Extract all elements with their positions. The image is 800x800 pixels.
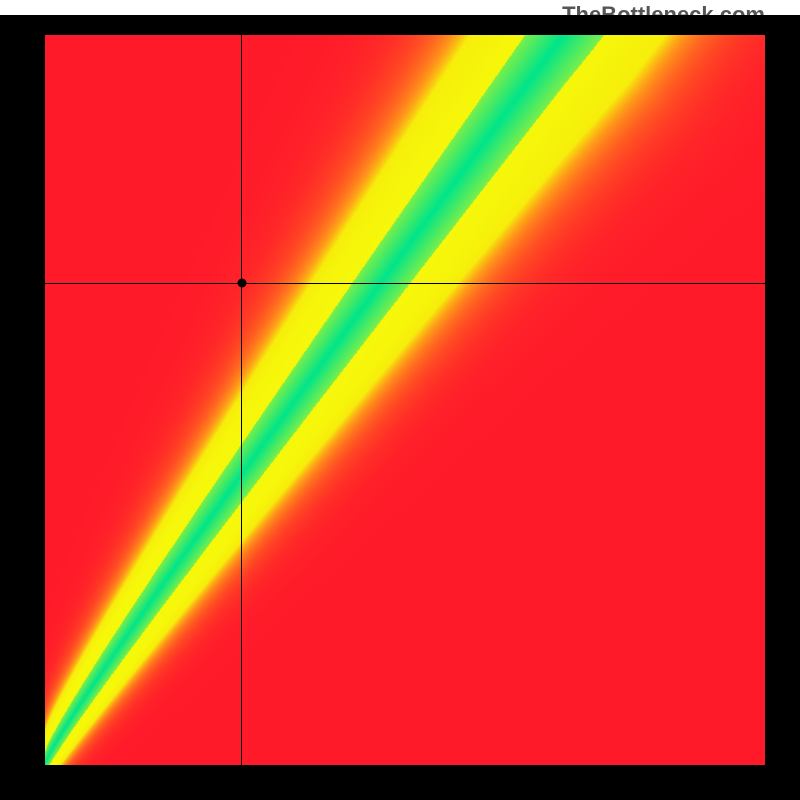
crosshair-horizontal	[45, 283, 765, 284]
crosshair-marker	[237, 279, 246, 288]
chart-container: TheBottleneck.com	[0, 0, 800, 800]
heatmap-canvas	[45, 35, 765, 765]
crosshair-vertical	[241, 35, 242, 765]
plot-area	[45, 35, 765, 765]
chart-outer-frame	[0, 15, 800, 800]
